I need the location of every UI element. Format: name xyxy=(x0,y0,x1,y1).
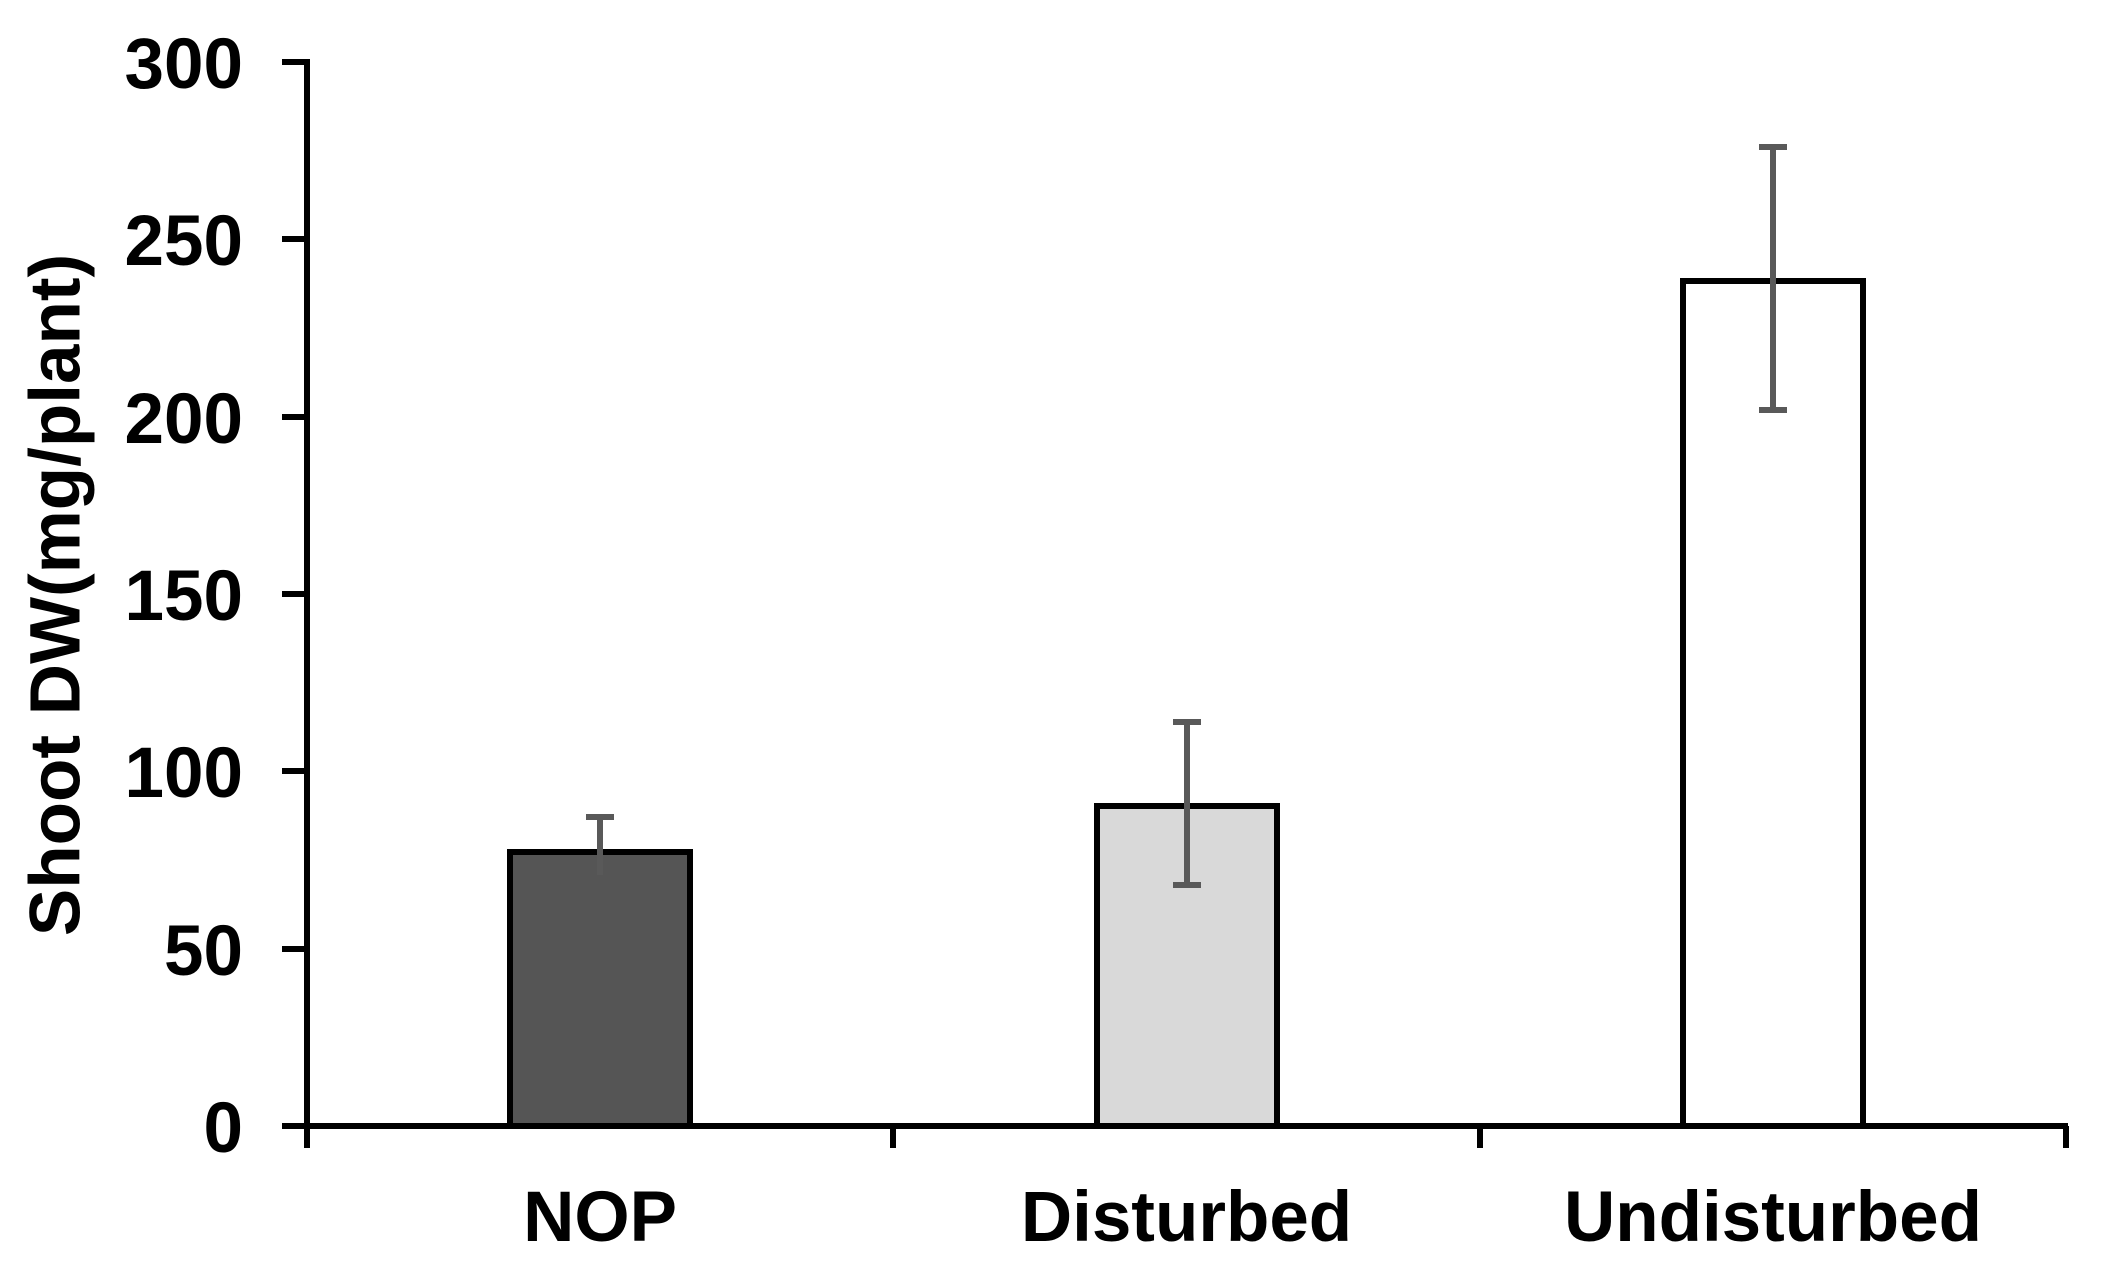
y-tick-label: 150 xyxy=(124,557,243,636)
error-bar-line xyxy=(1770,147,1776,410)
x-category-label-undisturbed: Undisturbed xyxy=(1563,1178,1983,1257)
bar-nop xyxy=(507,849,693,1129)
y-tick-mark xyxy=(282,1123,307,1129)
y-tick-mark xyxy=(282,59,307,65)
y-tick-label: 300 xyxy=(124,25,243,104)
error-bar-line xyxy=(597,817,603,876)
bar-undisturbed xyxy=(1680,278,1866,1129)
y-tick-label: 0 xyxy=(203,1089,244,1168)
x-category-label-nop: NOP xyxy=(523,1178,677,1257)
y-tick-mark xyxy=(282,591,307,597)
error-bar-cap-top xyxy=(586,814,614,821)
x-category-label-disturbed: Disturbed xyxy=(1020,1178,1353,1257)
y-tick-label: 100 xyxy=(124,734,243,814)
error-bar-line xyxy=(1183,721,1190,885)
y-tick-label: 50 xyxy=(164,911,243,991)
error-bar-cap-bottom xyxy=(1759,406,1787,413)
error-bar-cap-top xyxy=(1759,144,1787,151)
y-tick-label: 200 xyxy=(124,379,243,459)
x-tick-mark xyxy=(2063,1126,2069,1148)
y-tick-mark xyxy=(282,413,307,420)
y-tick-label: 250 xyxy=(124,202,243,282)
y-axis-line xyxy=(304,59,310,1148)
x-tick-mark xyxy=(1477,1126,1483,1148)
error-bar-cap-bottom xyxy=(1172,881,1201,888)
x-tick-mark xyxy=(890,1126,896,1148)
error-bar-cap-top xyxy=(1172,718,1201,725)
y-tick-mark xyxy=(282,236,307,243)
y-tick-mark xyxy=(282,768,307,775)
y-tick-mark xyxy=(282,945,307,952)
